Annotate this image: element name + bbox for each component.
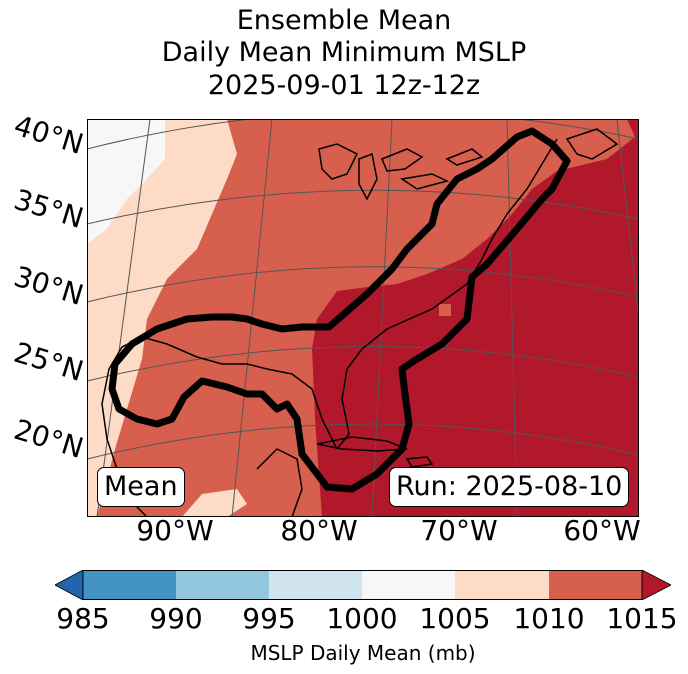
lon-label-60w: 60°W [563,514,641,547]
title-line-1: Ensemble Mean [236,5,452,36]
colorbar-995-1000 [269,570,362,600]
coastlines [101,128,619,517]
lon-label-70w: 70°W [420,514,498,547]
lat-label-40: 40°N [10,108,88,161]
colorbar-tick-1010: 1010 [513,602,585,635]
colorbar-1005-1010 [455,570,549,600]
colorbar-label: MSLP Daily Mean (mb) [250,641,476,665]
colorbar-over [641,569,672,601]
field-1010-1015 [87,119,635,517]
colorbar-frame [82,570,643,600]
lat-label-35: 35°N [10,182,88,235]
colorbar [54,569,672,601]
title-line-2: Daily Mean Minimum MSLP [161,37,527,68]
lon-label-90w: 90°W [136,514,214,547]
colorbar-tick-995: 995 [242,602,296,635]
title-line-3: 2025-09-01 12z-12z [207,70,481,101]
colorbar-tick-1000: 1000 [326,602,398,635]
colorbar-tick-990: 990 [149,602,203,635]
colorbar-tick-985: 985 [56,602,110,635]
colorbar-990-995 [176,570,269,600]
colorbar-svg [54,569,672,601]
colorbar-tick-1015: 1015 [606,602,678,635]
colorbar-under [54,569,84,601]
lat-label-25: 25°N [10,335,88,388]
mslp-contour [108,127,571,493]
colorbar-1000-1005 [362,570,455,600]
lon-label-80w: 80°W [280,514,358,547]
run-date-badge: Run: 2025-08-10 [389,467,630,507]
map-svg [87,119,639,517]
lat-label-20: 20°N [10,412,88,465]
map-panel [87,119,639,517]
map-frame [87,119,639,517]
lat-label-30: 30°N [10,259,88,312]
colorbar-1010-1015 [549,570,642,600]
mean-badge: Mean [97,467,185,507]
field-1010-cell [439,304,451,316]
field-1005-1010 [87,119,237,517]
colorbar-tick-1005: 1005 [419,602,491,635]
field-1005-1010-bottom [182,489,247,517]
colorbar-985-990 [83,570,176,600]
